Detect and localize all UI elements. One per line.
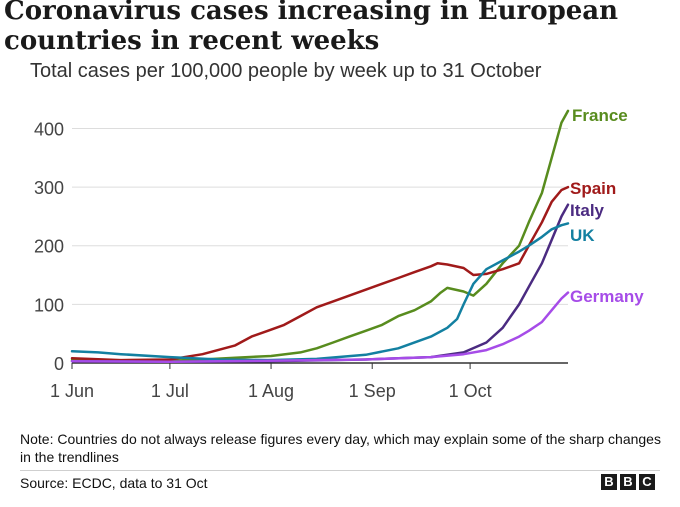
- series-line-germany: [70, 291, 570, 364]
- series-line-spain: [70, 185, 570, 362]
- bbc-logo-letter: B: [620, 474, 636, 490]
- series-line-france: [70, 109, 570, 363]
- source-text: Source: ECDC, data to 31 Oct: [20, 475, 208, 491]
- series-label-uk: UK: [570, 226, 595, 245]
- x-tick-label: 1 Jun: [50, 381, 94, 401]
- chart-title: Coronavirus cases increasing in European…: [4, 0, 619, 56]
- series-line-italy: [70, 203, 570, 364]
- series-label-spain: Spain: [570, 179, 616, 198]
- y-tick-label: 100: [34, 295, 64, 315]
- series-label-germany: Germany: [570, 287, 644, 306]
- x-tick-label: 1 Oct: [449, 381, 492, 401]
- chart-subtitle: Total cases per 100,000 people by week u…: [30, 60, 542, 82]
- series-label-france: France: [572, 106, 628, 125]
- x-tick-label: 1 Aug: [248, 381, 294, 401]
- y-tick-label: 400: [34, 119, 64, 139]
- series-line-uk: [70, 222, 570, 362]
- series-label-italy: Italy: [570, 201, 605, 220]
- x-tick-label: 1 Jul: [151, 381, 189, 401]
- y-tick-label: 200: [34, 237, 64, 257]
- y-tick-label: 300: [34, 178, 64, 198]
- footer-divider: [20, 470, 660, 471]
- bbc-logo: B B C: [601, 474, 655, 490]
- x-tick-label: 1 Sep: [349, 381, 396, 401]
- bbc-logo-letter: C: [639, 474, 655, 490]
- bbc-logo-letter: B: [601, 474, 617, 490]
- chart-note: Note: Countries do not always release fi…: [20, 431, 661, 465]
- line-chart: 0 100 200 300 400 1 Jun 1 Jul 1 Aug 1 Sep 1 Oct F…: [34, 106, 644, 401]
- y-tick-label: 0: [54, 354, 64, 374]
